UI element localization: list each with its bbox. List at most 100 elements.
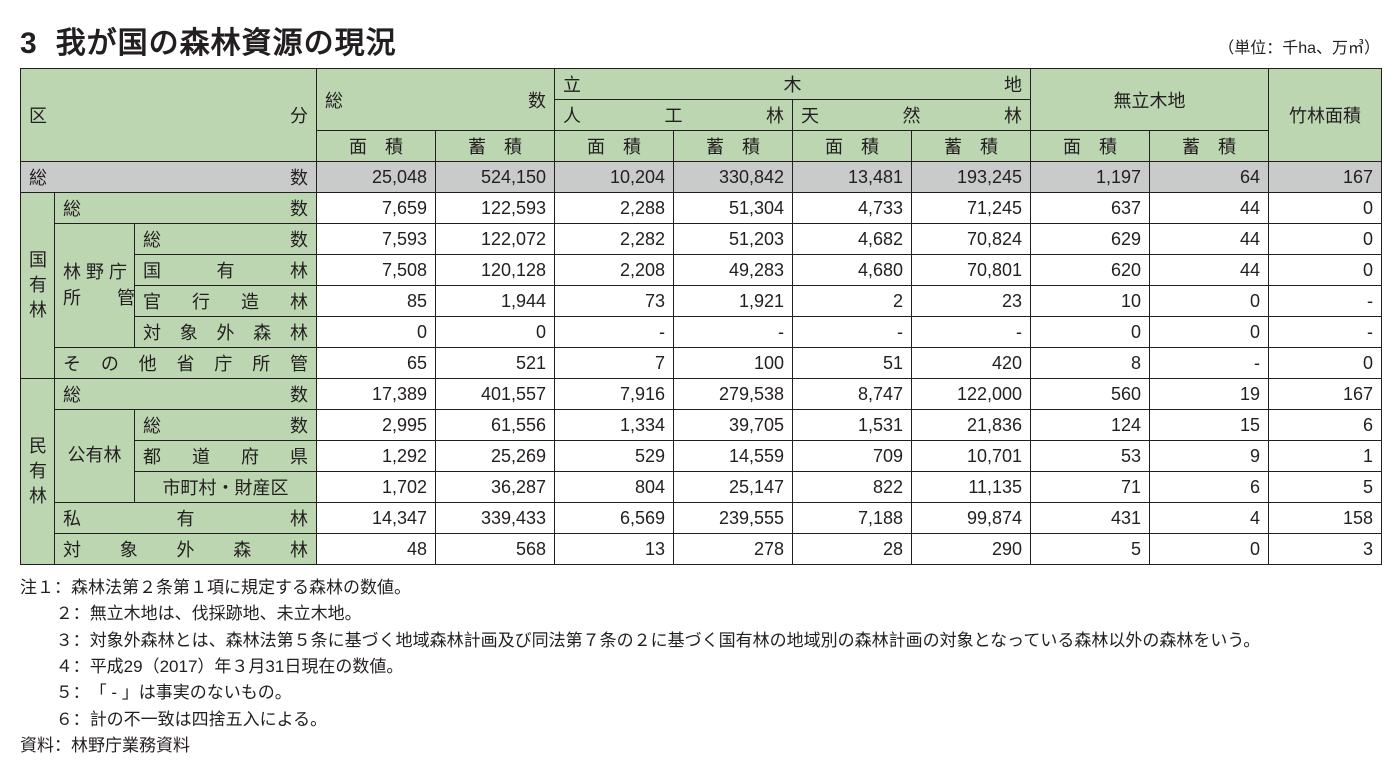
col-muryuubokuchi: 無立木地	[1031, 69, 1269, 131]
col-chikuseki-3: 蓄 積	[912, 131, 1031, 162]
notes: 注１：森林法第２条第１項に規定する森林の数値。 ２：無立木地は、伐採跡地、未立木…	[20, 575, 1380, 759]
cell: 1,531	[793, 410, 912, 441]
cell: 822	[793, 472, 912, 503]
note-label: 注１：	[20, 575, 71, 601]
cell: -	[1269, 317, 1382, 348]
row-grand-total: 総 数 25,048 524,150 10,204 330,842 13,481…	[21, 162, 1382, 193]
title-number: 3	[20, 27, 38, 60]
cell: 4	[1150, 503, 1269, 534]
row-label: 対 象 外 森 林	[55, 534, 317, 565]
row-label: 総 数	[21, 162, 317, 193]
g-r1: 林 野 庁	[63, 262, 127, 282]
cell: 167	[1269, 379, 1382, 410]
col-chikuseki-4: 蓄 積	[1150, 131, 1269, 162]
cell: 1,292	[317, 441, 436, 472]
col-kubun: 区 分	[21, 69, 317, 162]
cell: 521	[436, 348, 555, 379]
cell: 10,701	[912, 441, 1031, 472]
cell: 431	[1031, 503, 1150, 534]
cell: 290	[912, 534, 1031, 565]
g-k3: 林	[29, 300, 47, 320]
cell: -	[674, 317, 793, 348]
cell: 44	[1150, 193, 1269, 224]
note-row: 注１：森林法第２条第１項に規定する森林の数値。	[20, 575, 1380, 601]
cell: 9	[1150, 441, 1269, 472]
cell: 2,208	[555, 255, 674, 286]
forest-resource-table: 区 分 総 数 立 木 地 無立木地 竹林面積 人 工 林 天 然 林 面 積 …	[20, 68, 1382, 565]
note-label: ２：	[20, 601, 90, 627]
note-row: ４：平成29（2017）年３月31日現在の数値。	[20, 654, 1380, 680]
source-row: 資料：林野庁業務資料	[20, 733, 1380, 759]
cell: 3	[1269, 534, 1382, 565]
note-row: ２：無立木地は、伐採跡地、未立木地。	[20, 601, 1380, 627]
cell: 0	[317, 317, 436, 348]
cell: 19	[1150, 379, 1269, 410]
col-menseki-1: 面 積	[317, 131, 436, 162]
cell: 5	[1031, 534, 1150, 565]
row-label: 対象外森林	[135, 317, 317, 348]
cell: 2,282	[555, 224, 674, 255]
title-text: 我が国の森林資源の現況	[56, 27, 397, 60]
cell: 158	[1269, 503, 1382, 534]
cell: 21,836	[912, 410, 1031, 441]
note-label: ５：	[20, 680, 90, 706]
cell: 1,197	[1031, 162, 1150, 193]
row-label: 総 数	[55, 193, 317, 224]
cell: 0	[1031, 317, 1150, 348]
group-kokuyuurin: 国 有 林	[21, 193, 55, 379]
row-label: 私 有 林	[55, 503, 317, 534]
cell: 17,389	[317, 379, 436, 410]
row-label: その他省庁所管	[55, 348, 317, 379]
cell: 23	[912, 286, 1031, 317]
cell: 4,733	[793, 193, 912, 224]
g-m1: 民	[29, 436, 47, 456]
cell: 804	[555, 472, 674, 503]
cell: 529	[555, 441, 674, 472]
cell: 39,705	[674, 410, 793, 441]
cell: 122,593	[436, 193, 555, 224]
cell: 193,245	[912, 162, 1031, 193]
row-label: 都 道 府 県	[135, 441, 317, 472]
cell: 2,995	[317, 410, 436, 441]
cell: 7,188	[793, 503, 912, 534]
cell: 100	[674, 348, 793, 379]
note-text: 平成29（2017）年３月31日現在の数値。	[90, 654, 404, 680]
source-label: 資料：	[20, 733, 71, 759]
cell: 122,072	[436, 224, 555, 255]
note-label: ４：	[20, 654, 90, 680]
cell: 7,659	[317, 193, 436, 224]
cell: 8,747	[793, 379, 912, 410]
cell: 49,283	[674, 255, 793, 286]
cell: -	[793, 317, 912, 348]
note-row: ６：計の不一致は四捨五入による。	[20, 707, 1380, 733]
cell: 0	[1269, 348, 1382, 379]
cell: 122,000	[912, 379, 1031, 410]
row-label: 官 行 造 林	[135, 286, 317, 317]
g-m2: 有	[29, 461, 47, 481]
cell: 61,556	[436, 410, 555, 441]
cell: 6	[1269, 410, 1382, 441]
col-menseki-2: 面 積	[555, 131, 674, 162]
cell: 28	[793, 534, 912, 565]
cell: 44	[1150, 255, 1269, 286]
cell: 13	[555, 534, 674, 565]
cell: 568	[436, 534, 555, 565]
cell: 25,048	[317, 162, 436, 193]
row-shichouson: 市町村・財産区 1,702 36,287 804 25,147 822 11,1…	[21, 472, 1382, 503]
row-taishougai-k: 対象外森林 0 0 - - - - 0 0 -	[21, 317, 1382, 348]
cell: 0	[1150, 534, 1269, 565]
note-text: 「 - 」は事実のないもの。	[90, 680, 292, 706]
cell: 14,347	[317, 503, 436, 534]
cell: 524,150	[436, 162, 555, 193]
cell: 560	[1031, 379, 1150, 410]
row-todoufuken: 都 道 府 県 1,292 25,269 529 14,559 709 10,7…	[21, 441, 1382, 472]
cell: 51,203	[674, 224, 793, 255]
cell: 1	[1269, 441, 1382, 472]
cell: 6,569	[555, 503, 674, 534]
table-body: 総 数 25,048 524,150 10,204 330,842 13,481…	[21, 162, 1382, 565]
group-rinyachou: 林 野 庁 所 管	[55, 224, 135, 348]
col-jinkourin: 人 工 林	[555, 100, 793, 131]
cell: 2	[793, 286, 912, 317]
cell: 10	[1031, 286, 1150, 317]
cell: -	[912, 317, 1031, 348]
